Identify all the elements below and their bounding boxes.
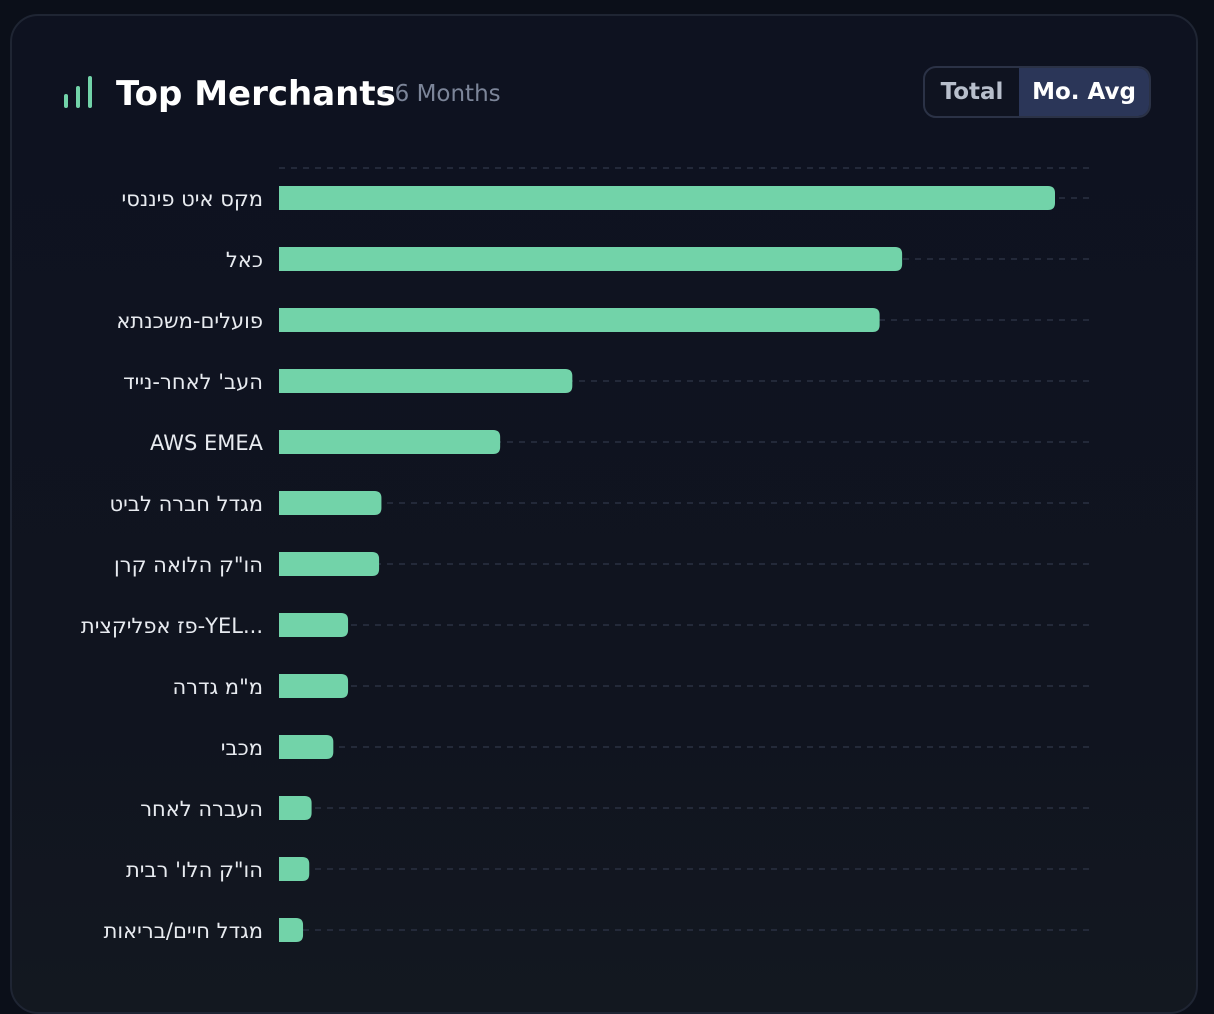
toggle-monthly-average-button[interactable]: Mo. Avg	[1019, 68, 1149, 116]
category-label: הו"ק הלו' רבית	[126, 858, 263, 882]
view-toggle: Total Mo. Avg	[923, 66, 1151, 118]
bar-12[interactable]	[279, 857, 310, 881]
category-label: פז אפליקצית-YEL...	[81, 614, 263, 638]
merchants-bar-chart: מקס איט פיננסי כאל פועלים-משכנתא העב' לאחר-…	[81, 167, 1090, 943]
category-label: מגדל חיים/בריאות	[104, 919, 263, 943]
top-merchants-card	[10, 14, 1198, 1014]
bar-2[interactable]	[279, 247, 903, 271]
bar-6[interactable]	[279, 491, 382, 515]
category-label: AWS EMEA	[150, 431, 264, 455]
category-label: העברה לאחר	[140, 797, 263, 821]
category-label: מכבי	[221, 736, 263, 760]
bar-3[interactable]	[279, 308, 880, 332]
category-label: העב' לאחר-נייד	[123, 370, 263, 394]
category-label: מ"מ גדרה	[172, 675, 263, 699]
bar-chart-icon	[64, 76, 92, 108]
category-label: פועלים-משכנתא	[116, 309, 263, 333]
category-label: הו"ק הלואה קרן	[114, 553, 263, 577]
period-subtitle: · 6 Months	[380, 81, 501, 107]
bar-5[interactable]	[279, 430, 501, 454]
category-label: מגדל חברה לביט	[110, 492, 264, 516]
bar-11[interactable]	[279, 796, 312, 820]
bar-8[interactable]	[279, 613, 349, 637]
card-title: Top Merchants	[116, 74, 396, 114]
bar-7[interactable]	[279, 552, 380, 576]
bar-13[interactable]	[279, 918, 304, 942]
category-label: כאל	[226, 248, 263, 272]
bar-4[interactable]	[279, 369, 573, 393]
bar-9[interactable]	[279, 674, 349, 698]
category-label: מקס איט פיננסי	[122, 187, 263, 211]
bar-10[interactable]	[279, 735, 334, 759]
bar-1[interactable]	[279, 186, 1055, 210]
toggle-total-button[interactable]: Total	[940, 79, 1004, 105]
